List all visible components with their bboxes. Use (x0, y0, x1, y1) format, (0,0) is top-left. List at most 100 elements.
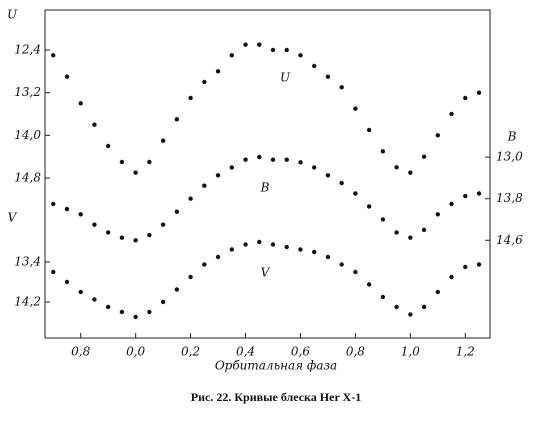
data-point (311, 165, 317, 170)
data-point (105, 304, 111, 310)
data-point (119, 309, 125, 315)
data-point (133, 314, 138, 320)
y-tick-label: 14,8 (14, 171, 41, 185)
data-point (78, 289, 83, 295)
data-point (380, 149, 386, 154)
data-point (243, 42, 248, 47)
data-point (229, 165, 234, 170)
plot-frame (44, 9, 491, 339)
data-point (147, 309, 152, 315)
data-point (339, 262, 344, 267)
data-point (160, 138, 166, 143)
y-tick-label: 14,6 (496, 233, 523, 247)
data-point (476, 90, 482, 95)
y-tick-label: 13,8 (496, 191, 523, 205)
data-point (421, 304, 427, 310)
data-point (353, 106, 358, 111)
data-point (160, 299, 166, 305)
x-tick-label: 0,8 (71, 345, 90, 359)
axis-label: U (7, 8, 18, 22)
data-point (64, 279, 70, 285)
data-point (325, 254, 331, 260)
x-tick-label: 0,0 (126, 345, 145, 359)
data-point (215, 69, 221, 74)
data-point (202, 183, 207, 188)
y-tick-label: 13,4 (14, 255, 41, 269)
data-point (51, 53, 56, 58)
data-point (229, 247, 234, 252)
data-point (105, 143, 111, 149)
data-point (257, 239, 262, 245)
data-point (64, 74, 70, 79)
data-point (366, 127, 372, 133)
data-point (174, 209, 180, 214)
data-point (366, 204, 372, 209)
y-tick-label: 14,0 (14, 128, 41, 142)
data-point (463, 264, 468, 270)
data-point (298, 53, 303, 58)
x-tick-label: 0,8 (346, 345, 365, 359)
data-point (119, 159, 125, 165)
data-point (257, 154, 262, 160)
data-point (92, 297, 97, 302)
curve-label: U (280, 71, 291, 85)
data-point (188, 196, 193, 201)
data-point (270, 47, 276, 53)
data-point (476, 262, 482, 267)
data-point (311, 63, 317, 69)
y-tick-label: 13,2 (14, 85, 41, 99)
data-point (92, 122, 97, 127)
x-tick-label: 1,0 (401, 345, 420, 359)
data-point (284, 47, 289, 53)
data-point (449, 201, 454, 207)
data-point (463, 193, 468, 199)
data-point (394, 304, 399, 310)
data-point (147, 159, 152, 165)
data-point (133, 238, 138, 243)
data-point (160, 222, 166, 227)
data-point (449, 111, 454, 117)
data-point (270, 242, 276, 247)
data-point (435, 133, 441, 138)
data-point (421, 227, 427, 233)
data-point (339, 180, 344, 186)
data-point (51, 269, 56, 275)
data-point (202, 79, 207, 85)
data-point (394, 230, 399, 235)
y-tick-label: 14,2 (14, 295, 41, 309)
data-point (298, 160, 303, 165)
data-point (64, 206, 70, 212)
x-tick-label: 0,2 (181, 345, 200, 359)
data-point (147, 232, 152, 238)
data-point (421, 154, 427, 159)
x-tick-label: 0,6 (291, 345, 310, 359)
axis-label: B (507, 130, 517, 144)
data-point (119, 235, 125, 240)
data-point (215, 173, 221, 178)
data-point (270, 157, 276, 162)
data-point (105, 230, 111, 235)
curve-label: B (260, 181, 270, 195)
data-point (284, 157, 289, 162)
curve-label: V (261, 266, 271, 280)
data-point (229, 53, 234, 58)
data-point (202, 262, 207, 267)
data-point (435, 212, 441, 217)
data-point (298, 247, 303, 252)
data-point (366, 282, 372, 287)
y-tick-label: 13,0 (496, 150, 523, 164)
x-tick-label: 1,2 (456, 345, 475, 359)
data-point (78, 101, 83, 106)
caption: Рис. 22. Кривые блеска Her X-1 (191, 390, 361, 404)
data-point (174, 117, 180, 122)
data-point (394, 165, 399, 170)
axis-label: V (8, 211, 18, 225)
data-point (243, 157, 248, 162)
data-point (449, 274, 454, 280)
data-point (188, 274, 193, 280)
y-tick-label: 12,4 (14, 43, 41, 57)
data-point (476, 191, 482, 196)
data-point (284, 244, 289, 250)
data-point (133, 170, 138, 175)
